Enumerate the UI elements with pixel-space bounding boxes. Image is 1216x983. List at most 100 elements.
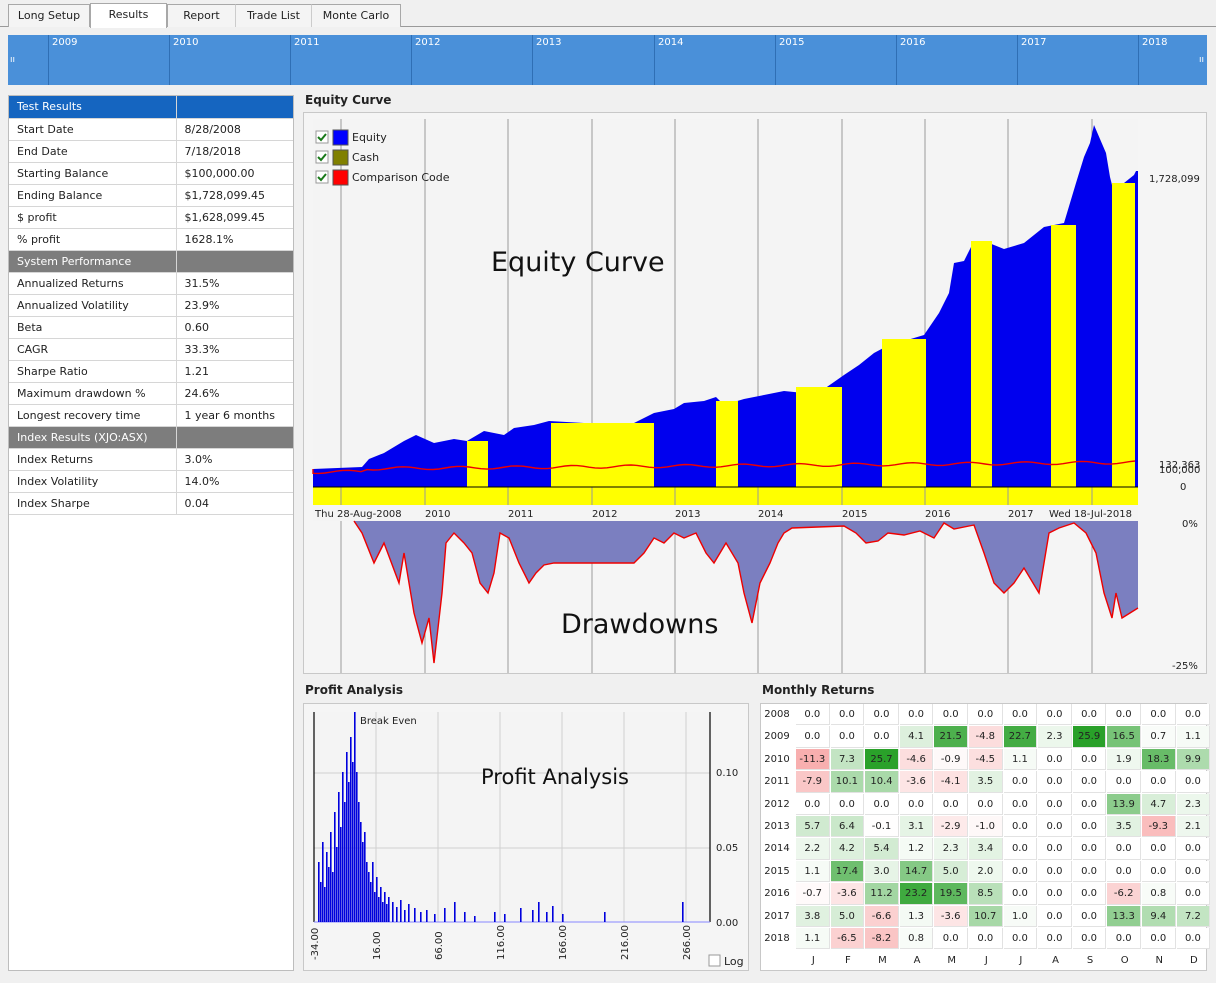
timeline-left-handle[interactable]: ıı [10,55,16,65]
profit-bar [318,862,320,922]
monthly-return-cell: -7.9 [796,771,830,793]
check-icon [317,153,327,162]
metric-value: 0.60 [176,316,293,339]
tab-long-setup[interactable]: Long Setup [8,4,90,27]
month-label: F [845,955,851,967]
tab-trade-list[interactable]: Trade List [235,4,311,27]
profit-bar [328,867,330,922]
profit-bar [370,882,372,922]
break-even-label: Break Even [360,716,417,727]
monthly-returns-grid: 2008 0.0 0.0 0.0 0.0 0.0 0.0 0.0 0.0 0.0 0.0 0.0 0.0… [760,703,1211,971]
monthly-return-cell: 0.0 [1107,860,1141,883]
profit-bar [372,862,374,922]
year-label: 2017 [764,910,790,922]
monthly-return-cell: 0.8 [899,928,934,950]
equity-x-label: 2017 [1008,509,1033,520]
results-section-header: Index Results (XJO:ASX) [9,426,293,449]
drawdown-area [313,521,1138,663]
metric-label: Start Date [9,118,177,141]
timeline-year: 2017 [1017,35,1046,85]
tab-monte-carlo[interactable]: Monte Carlo [311,4,401,27]
metric-label: $ profit [9,206,177,229]
monthly-return-cell: 0.7 [1142,726,1176,748]
monthly-return-cell: 0.0 [796,793,830,815]
drawdown-top-label: 0% [1182,519,1198,530]
timeline-year: 2012 [411,35,440,85]
metric-label: Sharpe Ratio [9,360,177,383]
profit-bar [362,842,364,922]
metric-value: 1.21 [176,360,293,383]
monthly-return-cell: 0.0 [1072,704,1107,726]
results-row: Index Returns 3.0% [9,448,293,471]
profit-y-label: 0.00 [716,918,738,929]
monthly-return-cell: 0.0 [1142,838,1176,860]
monthly-return-cell: 5.0 [830,905,865,927]
profit-bar [504,914,506,922]
equity-area [313,125,1138,487]
monthly-return-cell: 2.1 [1176,816,1211,838]
monthly-return-cell: 0.0 [1142,928,1176,950]
monthly-return-cell: 3.5 [1107,816,1141,838]
legend-checkbox [315,150,329,164]
results-row: Annualized Volatility 23.9% [9,294,293,317]
cash-block [971,241,992,487]
monthly-return-cell: 0.0 [1107,928,1141,950]
cash-block [716,401,738,487]
monthly-return-cell: -0.1 [865,816,899,838]
results-row: % profit 1628.1% [9,228,293,251]
tab-label: Report [183,9,220,22]
monthly-return-cell: 0.0 [934,928,968,950]
profit-bar [562,914,564,922]
monthly-return-cell: 11.2 [865,883,899,905]
timeline-year: 2011 [290,35,319,85]
monthly-return-cell: 0.0 [1176,838,1211,860]
monthly-return-cell: 10.1 [830,771,865,793]
profit-x-label: -34.00 [310,928,321,960]
cash-block [467,441,488,487]
monthly-return-cell: 13.9 [1107,793,1141,815]
profit-bar [454,902,456,922]
month-label: J [811,955,815,967]
legend-item[interactable]: Cash [315,149,379,166]
drawdown-line [353,520,1139,664]
profit-bar [332,872,334,922]
start-value-label: 100,000 [1159,465,1200,476]
profit-bar [360,822,362,922]
equity-chart[interactable]: Equity Curve Equity Cash Comparison Code 1,7… [303,112,1207,674]
legend-checkbox [315,170,329,184]
tab-results[interactable]: Results [90,3,167,28]
results-section-header: Test Results [9,96,293,119]
timeline-right-handle[interactable]: ıı [1199,55,1205,65]
profit-bar [322,842,324,922]
profit-bar [326,852,328,922]
tab-report[interactable]: Report [167,4,235,27]
monthly-return-cell: 0.0 [969,928,1003,950]
date-range-timeline[interactable]: 2009 2010 2011 2012 2013 2014 2015 2016 … [8,35,1207,85]
profit-chart-svg: Break Even Profit Analysis 0.10 0.05 0.00 -34… [310,712,744,968]
legend-item[interactable]: Equity [315,129,387,146]
monthly-return-cell: 0.0 [1072,928,1107,950]
monthly-return-cell: 0.0 [1003,860,1038,883]
profit-bar [464,912,466,922]
monthly-return-cell: 0.0 [899,793,934,815]
monthly-return-cell: 0.8 [1142,883,1176,905]
monthly-return-cell: 0.0 [1003,816,1038,838]
profit-x-label: 166.00 [558,925,569,960]
metric-value: 14.0% [176,470,293,493]
equity-chart-svg: Equity Curve Equity Cash Comparison Code 1,7… [312,119,1200,673]
log-checkbox-group[interactable]: Log [708,954,744,968]
metric-value: 7/18/2018 [176,140,293,163]
monthly-return-cell: 0.0 [1072,838,1107,860]
profit-bar [382,902,384,922]
profit-bar [358,802,360,922]
monthly-return-cell: 0.0 [1072,748,1107,771]
legend-item[interactable]: Comparison Code [315,169,450,186]
monthly-return-cell: 2.3 [934,838,968,860]
timeline-year: 2015 [775,35,804,85]
profit-bar [420,912,422,922]
metric-label: Index Volatility [9,470,177,493]
monthly-return-cell: 0.0 [830,704,865,726]
metric-label: Annualized Volatility [9,294,177,317]
profit-analysis-chart[interactable]: Break Even Profit Analysis 0.10 0.05 0.00 -34… [303,703,749,971]
metric-label: Longest recovery time [9,404,177,427]
